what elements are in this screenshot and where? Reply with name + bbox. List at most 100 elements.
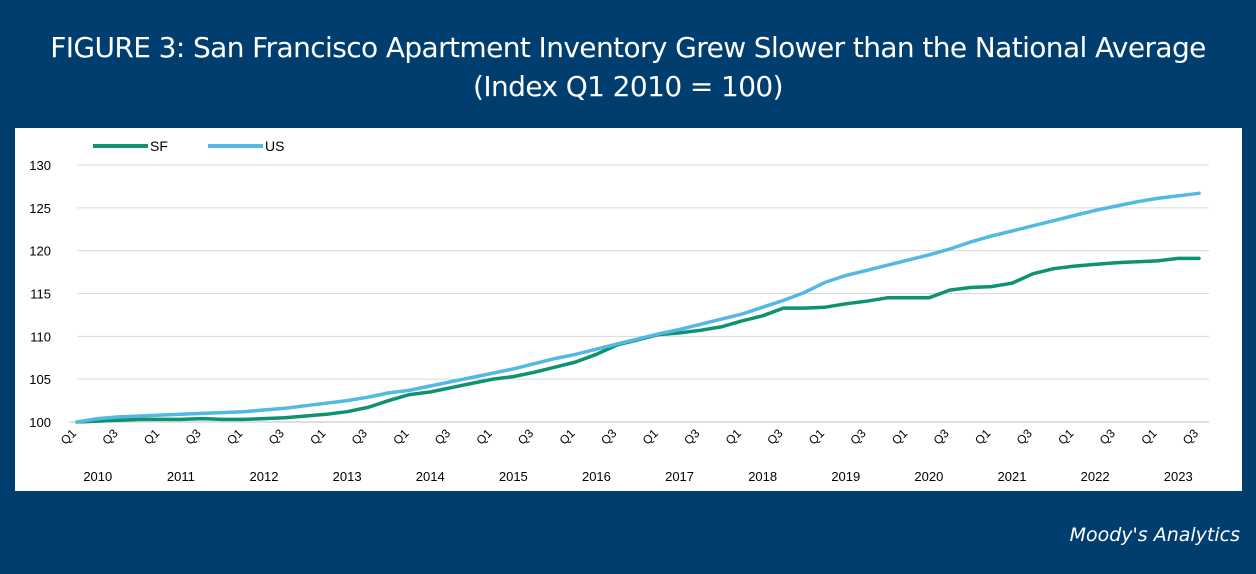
data-point-us-2022q2 (1093, 208, 1097, 212)
data-point-sf-2013q3 (366, 405, 370, 409)
data-point-us-2010q3 (117, 415, 121, 419)
data-point-us-2013q3 (366, 395, 370, 399)
data-point-sf-2019q3 (865, 299, 869, 303)
x-tick-label-q3: Q3 (349, 426, 370, 447)
data-point-sf-2021q3 (1031, 272, 1035, 276)
data-point-us-2016q1 (574, 352, 578, 356)
x-tick-label-q1: Q1 (972, 426, 993, 447)
data-point-us-2012q3 (283, 406, 287, 410)
year-label-2018: 2018 (748, 469, 777, 484)
data-point-us-2019q3 (865, 268, 869, 272)
data-point-sf-2017q2 (678, 331, 682, 335)
legend-label-sf: SF (150, 138, 168, 154)
x-tick-label-q3: Q3 (1097, 426, 1118, 447)
data-point-us-2023q1 (1155, 196, 1159, 200)
x-tick-label-q1: Q1 (640, 426, 661, 447)
data-point-sf-2014q3 (449, 386, 453, 390)
data-point-us-2019q2 (844, 274, 848, 278)
x-tick-label-q1: Q1 (723, 426, 744, 447)
x-tick-label-q1: Q1 (307, 426, 328, 447)
data-point-us-2011q4 (220, 411, 224, 415)
year-label-2020: 2020 (914, 469, 943, 484)
x-tick-label-q3: Q3 (847, 426, 868, 447)
x-tick-label-q1: Q1 (889, 426, 910, 447)
data-point-us-2015q3 (532, 362, 536, 366)
data-point-us-2017q3 (698, 322, 702, 326)
data-point-sf-2022q3 (1114, 261, 1118, 265)
data-point-us-2019q4 (885, 263, 889, 267)
data-point-us-2020q3 (948, 247, 952, 251)
data-point-us-2014q1 (407, 388, 411, 392)
data-point-sf-2015q4 (553, 365, 557, 369)
data-point-us-2020q1 (906, 258, 910, 262)
data-point-us-2015q4 (553, 357, 557, 361)
data-point-sf-2020q3 (948, 288, 952, 292)
data-point-sf-2018q4 (802, 306, 806, 310)
data-point-sf-2013q4 (387, 399, 391, 403)
x-tick-label-q3: Q3 (183, 426, 204, 447)
data-point-us-2021q2 (1010, 229, 1014, 233)
data-point-sf-2014q2 (428, 390, 432, 394)
data-point-us-2020q4 (968, 240, 972, 244)
data-point-sf-2019q4 (885, 296, 889, 300)
data-point-us-2014q2 (428, 384, 432, 388)
x-tick-label-q3: Q3 (515, 426, 536, 447)
year-label-2010: 2010 (83, 469, 112, 484)
data-point-sf-2022q1 (1072, 264, 1076, 268)
data-point-sf-2012q3 (283, 416, 287, 420)
x-tick-label-q1: Q1 (1138, 426, 1159, 447)
x-tick-label-q3: Q3 (598, 426, 619, 447)
data-point-sf-2017q3 (698, 328, 702, 332)
data-point-us-2017q1 (657, 332, 661, 336)
data-point-sf-2015q3 (532, 370, 536, 374)
data-point-sf-2016q2 (594, 352, 598, 356)
x-tick-label-q1: Q1 (806, 426, 827, 447)
y-tick-label-100: 100 (29, 415, 51, 430)
data-point-sf-2015q2 (511, 375, 515, 379)
data-point-sf-2019q1 (823, 305, 827, 309)
year-label-2023: 2023 (1164, 469, 1193, 484)
chart-panel: 100 105 110 115 120 125 130 Q1 Q3 Q1 Q3 Q1 Q3 Q1 Q3 Q1 Q… (15, 128, 1242, 491)
year-label-2015: 2015 (499, 469, 528, 484)
data-point-us-2011q1 (158, 413, 162, 417)
x-tick-label-q3: Q3 (1014, 426, 1035, 447)
legend-label-us: US (265, 138, 284, 154)
data-point-us-2018q4 (802, 291, 806, 295)
data-point-us-2018q1 (740, 312, 744, 316)
data-point-us-2011q2 (179, 412, 183, 416)
data-point-sf-2012q2 (262, 417, 266, 421)
data-point-us-2010q1 (75, 420, 79, 424)
data-point-sf-2023q3 (1197, 256, 1201, 260)
y-tick-label-120: 120 (29, 244, 51, 259)
year-label-2017: 2017 (665, 469, 694, 484)
data-point-sf-2023q1 (1155, 259, 1159, 263)
chart-title-line-1: FIGURE 3: San Francisco Apartment Invent… (50, 31, 1206, 64)
year-label-2011: 2011 (167, 469, 195, 484)
data-point-sf-2020q2 (927, 296, 931, 300)
data-point-sf-2018q3 (781, 306, 785, 310)
data-point-us-2010q2 (96, 417, 100, 421)
x-tick-label-q1: Q1 (473, 426, 494, 447)
x-tick-label-q1: Q1 (224, 426, 245, 447)
y-tick-label-130: 130 (29, 158, 51, 173)
x-tick-label-q1: Q1 (557, 426, 578, 447)
line-chart: 100 105 110 115 120 125 130 Q1 Q3 Q1 Q3 Q1 Q3 Q1 Q3 Q1 Q… (29, 138, 1209, 484)
x-tick-label-q1: Q1 (58, 426, 79, 447)
data-point-sf-2019q2 (844, 302, 848, 306)
year-label-2013: 2013 (333, 469, 362, 484)
data-point-us-2011q3 (200, 411, 204, 415)
data-point-us-2016q4 (636, 337, 640, 341)
data-point-us-2017q4 (719, 317, 723, 321)
x-tick-label-q1: Q1 (141, 426, 162, 447)
data-point-sf-2011q4 (220, 417, 224, 421)
data-point-us-2018q3 (781, 298, 785, 302)
data-point-sf-2021q2 (1010, 281, 1014, 285)
data-point-sf-2013q1 (324, 412, 328, 416)
year-label-2014: 2014 (416, 469, 445, 484)
data-point-sf-2022q2 (1093, 262, 1097, 266)
data-point-us-2013q4 (387, 391, 391, 395)
data-point-sf-2011q3 (200, 417, 204, 421)
data-point-us-2015q1 (491, 371, 495, 375)
y-tick-label-105: 105 (29, 372, 51, 387)
data-point-sf-2013q2 (345, 410, 349, 414)
